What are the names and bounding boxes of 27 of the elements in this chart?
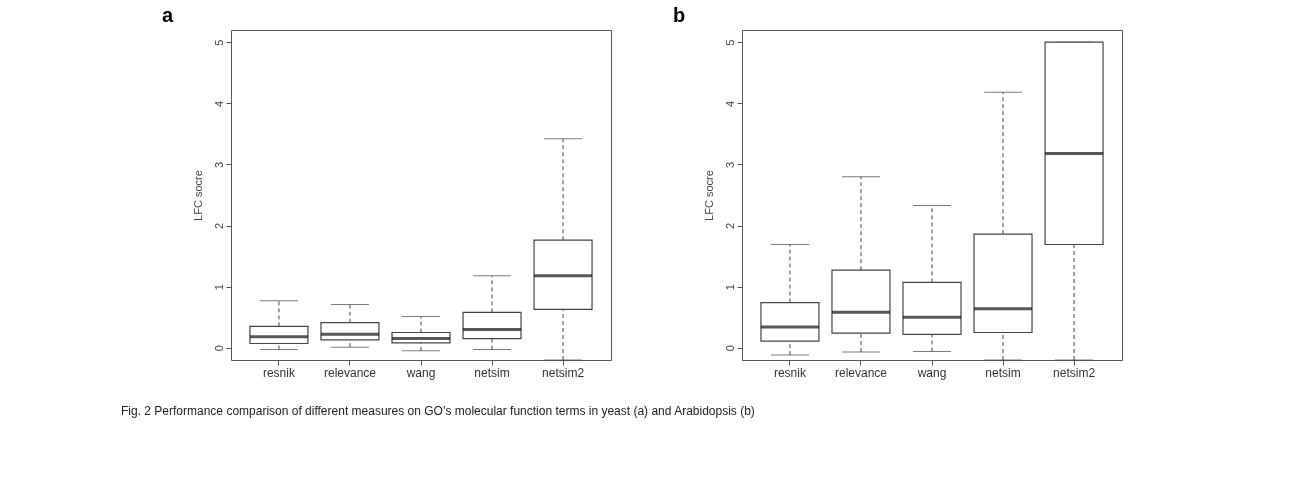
x-tick-label: resnik xyxy=(773,365,807,380)
y-tick-label: 5 xyxy=(212,39,225,46)
y-tick-label: 4 xyxy=(723,100,736,107)
x-tick-label: netsim xyxy=(474,365,510,380)
y-tick-label: 3 xyxy=(723,161,736,169)
x-tick-label: netsim xyxy=(985,365,1021,380)
y-tick-label: 2 xyxy=(212,222,225,230)
x-tick-label: resnik xyxy=(262,365,296,380)
y-tick-label: 1 xyxy=(723,284,736,291)
x-tick-label: netsim2 xyxy=(542,365,585,380)
y-tick-label: 0 xyxy=(723,345,736,352)
y-axis-title: LFC socre xyxy=(191,170,204,221)
x-tick-label: wang xyxy=(405,365,436,380)
y-tick-label: 0 xyxy=(212,345,225,352)
y-tick-label: 5 xyxy=(723,39,736,46)
chart-title: a xyxy=(162,4,174,26)
y-axis-title: LFC socre xyxy=(702,170,715,221)
chart-title: b xyxy=(673,4,686,26)
y-tick-label: 3 xyxy=(212,161,225,169)
caption: Fig. 2 Performance comparison of different measures on GO’s molecular function terms in yeast (a) and Arabidopsis (b) xyxy=(121,404,755,418)
y-tick-label: 1 xyxy=(212,284,225,291)
x-tick-label: relevance xyxy=(834,365,888,380)
x-tick-label: netsim2 xyxy=(1053,365,1096,380)
y-tick-label: 2 xyxy=(723,222,736,230)
x-tick-label: wang xyxy=(916,365,947,380)
y-tick-label: 4 xyxy=(212,100,225,107)
x-tick-label: relevance xyxy=(323,365,377,380)
